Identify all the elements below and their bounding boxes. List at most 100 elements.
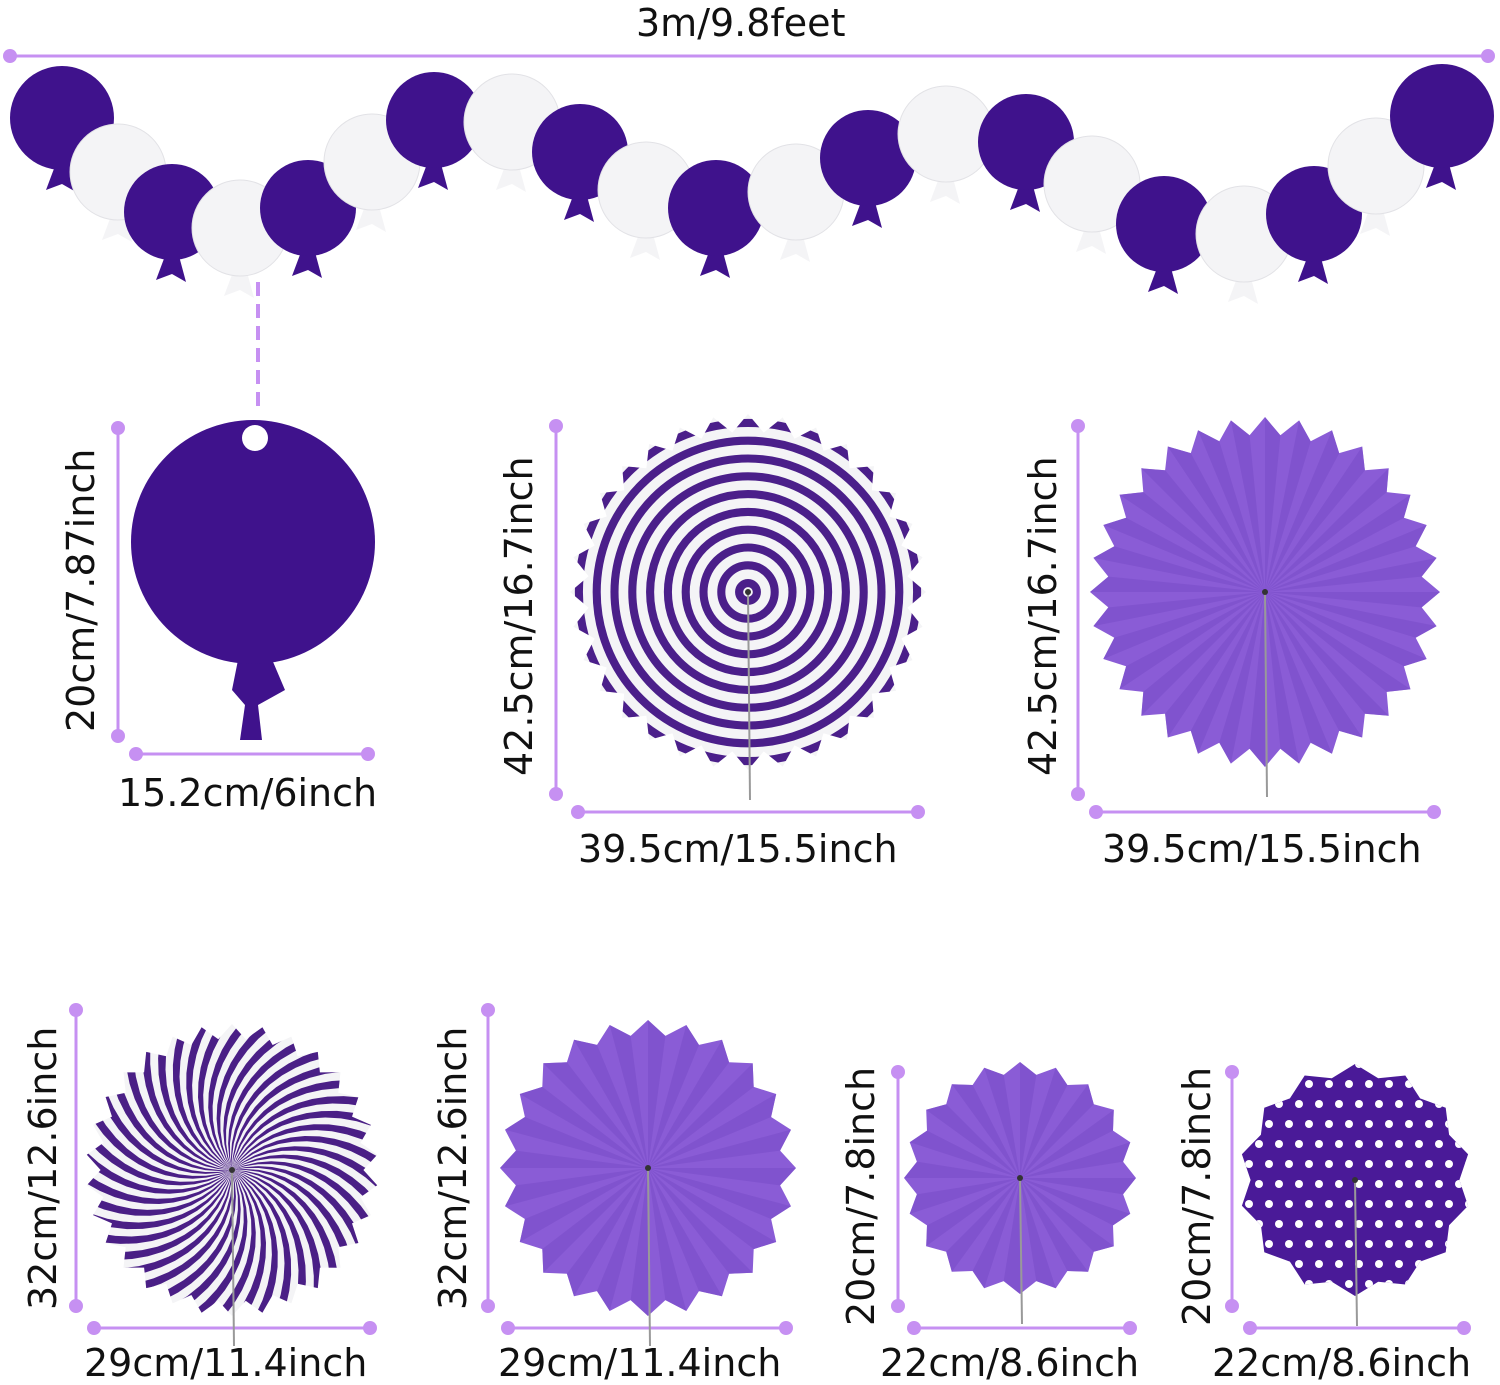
fan-pleat: [648, 1168, 764, 1298]
polka-dot: [1275, 1180, 1283, 1188]
dimension-endpoint: [1457, 1321, 1471, 1335]
polka-dot: [1375, 1140, 1383, 1148]
polka-dot: [1405, 1280, 1413, 1288]
fan-pleat: [1090, 536, 1265, 592]
fan-center: [229, 1167, 235, 1173]
fan2-width-dimension: [1089, 805, 1441, 819]
balloon-knot: [496, 166, 526, 192]
fan-pleat: [929, 1178, 1020, 1282]
fan-stick: [231, 1169, 235, 1347]
dimension-endpoint: [891, 1299, 905, 1313]
polka-dot: [1325, 1200, 1333, 1208]
fan4-height-label: 32cm/12.6inch: [431, 1026, 475, 1310]
fan-pleat: [1020, 1178, 1060, 1294]
fan-pleat: [1265, 417, 1284, 592]
fan-pleat: [548, 1168, 648, 1309]
balloon-knot: [630, 234, 660, 260]
dimension-endpoint: [1071, 419, 1085, 433]
polka-dot: [1435, 1180, 1443, 1188]
balloon-knot: [1360, 210, 1390, 236]
polka-dot: [1375, 1220, 1383, 1228]
fan-stripe: [86, 1095, 232, 1179]
fan-pleat: [648, 1027, 748, 1168]
polka-dot: [1435, 1260, 1443, 1268]
fan-stick: [647, 1167, 651, 1347]
polka-dot: [1355, 1220, 1363, 1228]
fan-center: [1262, 589, 1268, 595]
polka-dot: [1345, 1240, 1353, 1248]
dimension-endpoint: [3, 49, 17, 63]
polka-dot: [1265, 1240, 1273, 1248]
fan-stripe: [232, 1146, 378, 1202]
garland-balloon: [747, 143, 845, 262]
garland-balloon: [820, 110, 916, 228]
fan3-height-label: 32cm/12.6inch: [21, 1026, 65, 1310]
polka-dot: [1305, 1160, 1313, 1168]
polka-dot: [1305, 1120, 1313, 1128]
polka-dot: [1455, 1220, 1463, 1228]
polka-dot: [1445, 1120, 1453, 1128]
balloon-knot: [1298, 258, 1328, 284]
fan3-width-dimension: [87, 1321, 377, 1335]
fan2-height-label: 42.5cm/16.7inch: [1021, 456, 1065, 776]
polka-dot: [1405, 1160, 1413, 1168]
paper-fan-concentric-large: [570, 414, 926, 801]
polka-dot: [1285, 1120, 1293, 1128]
polka-dot: [1365, 1160, 1373, 1168]
fan-pleat: [1265, 592, 1303, 767]
balloon-body: [131, 420, 375, 664]
polka-dot: [1245, 1120, 1253, 1128]
fan-pleat: [1104, 469, 1265, 592]
polka-dot: [1375, 1260, 1383, 1268]
polka-dot: [1295, 1220, 1303, 1228]
fan-pleat: [566, 1020, 648, 1168]
fan-stripe: [198, 1024, 241, 1170]
polka-dot: [1295, 1180, 1303, 1188]
fan6-width-dimension: [1243, 1321, 1471, 1335]
polka-dot: [1325, 1280, 1333, 1288]
fan-pleat: [1116, 592, 1265, 729]
fan-pleat: [962, 1178, 1020, 1294]
polka-dot: [1255, 1260, 1263, 1268]
fan5-height-dimension: [891, 1065, 905, 1313]
polka-dot: [1435, 1064, 1443, 1068]
polka-dot: [1415, 1260, 1423, 1268]
paper-fan-swirl-medium: [86, 1024, 378, 1347]
fan1-width-label: 39.5cm/15.5inch: [578, 827, 898, 871]
polka-dot: [1385, 1200, 1393, 1208]
fan-pleat: [904, 1158, 1020, 1178]
fan-pleat: [1246, 592, 1265, 767]
fan-stripe: [223, 1024, 307, 1170]
dimension-endpoint: [907, 1321, 921, 1335]
balloon-knot: [356, 206, 386, 232]
fan-paper: [500, 1020, 796, 1316]
fan-pleat: [1265, 417, 1321, 592]
polka-dot: [1465, 1200, 1469, 1208]
fan-stripe: [223, 1170, 266, 1316]
dimension-endpoint: [1071, 787, 1085, 801]
fan-pleat: [1020, 1102, 1134, 1178]
balloon-knot: [224, 272, 254, 298]
fan4-height-dimension: [481, 1003, 495, 1313]
garland-length-dimension: [3, 49, 1495, 63]
fan4-width-dimension: [501, 1321, 793, 1335]
polka-dot: [1275, 1220, 1283, 1228]
fan-stripe: [178, 1170, 248, 1316]
balloon-knot: [930, 178, 960, 204]
single-balloon: [131, 420, 375, 740]
polka-dot: [1375, 1064, 1383, 1068]
fan1-height-label: 42.5cm/16.7inch: [497, 456, 541, 776]
fan6-height-label: 20cm/7.8inch: [1175, 1066, 1219, 1326]
fan-pleat: [1265, 592, 1440, 683]
polka-dot: [1345, 1200, 1353, 1208]
polka-dot: [1275, 1140, 1283, 1148]
balloon-knot: [1228, 278, 1258, 304]
garland-balloon: [1390, 64, 1494, 190]
fan-stripe: [208, 1024, 264, 1170]
polka-dot: [1415, 1100, 1423, 1108]
polka-dot: [1445, 1080, 1453, 1088]
fan-stripe: [138, 1170, 236, 1307]
polka-dot: [1241, 1260, 1243, 1268]
